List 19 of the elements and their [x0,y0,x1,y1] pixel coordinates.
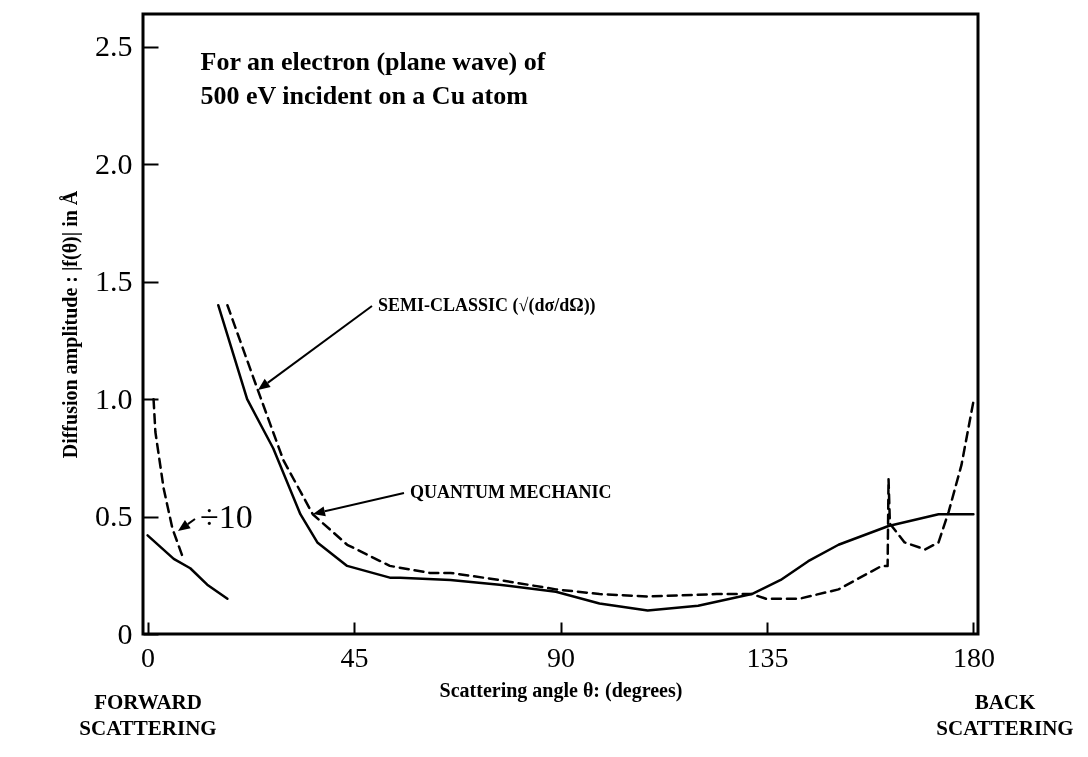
x-tick-label: 135 [746,641,789,673]
x-axis-title: Scattering angle θ: (degrees) [439,678,683,702]
y-tick-label: 0 [117,616,133,650]
x-tick-label: 90 [547,641,575,673]
text: FORWARD SCATTERING [79,690,217,740]
y-tick-label: 0.5 [95,499,133,533]
y-tick-label: 1.0 [95,381,133,415]
annotation: ÷10 [200,498,253,535]
annotation: QUANTUM MECHANIC [410,482,612,502]
x-tick-label: 0 [141,641,156,673]
text: For an electron (plane wave) of 500 eV incident on a Cu atom [200,47,546,110]
y-tick-label: 1.5 [95,264,133,298]
y-axis-title: Diffusion amplitude : |f(θ)| in Å [59,190,82,459]
x-tick-label: 45 [340,641,369,673]
x-tick-label: 180 [952,641,995,673]
annotation: SEMI-CLASSIC (√(dσ/dΩ)) [378,295,596,316]
y-tick-label: 2.0 [95,146,133,180]
y-tick-label: 2.5 [95,29,133,63]
text: BACK SCATTERING [936,690,1074,740]
